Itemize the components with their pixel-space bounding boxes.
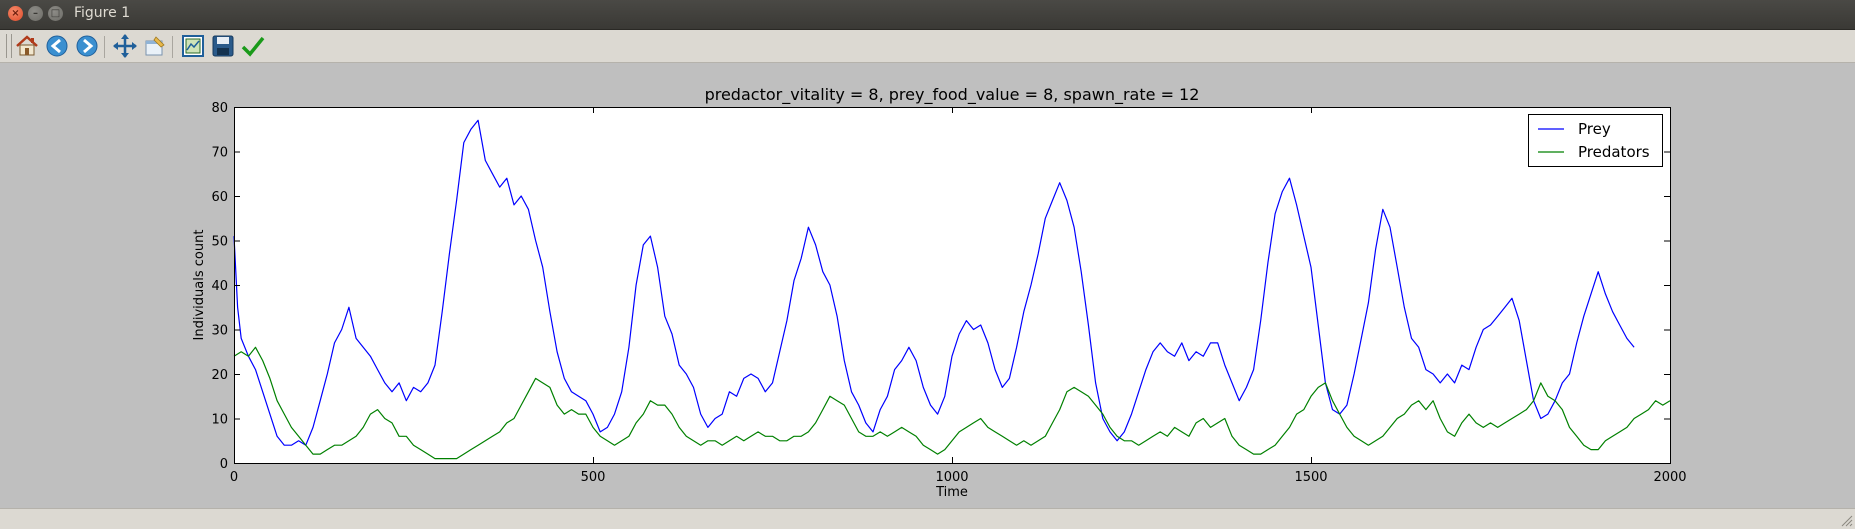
y-tick-label: 80 [211,101,228,116]
x-tick-label: 1000 [935,470,968,485]
back-button[interactable] [44,33,70,59]
pan-move-icon [113,34,137,58]
x-axis-label: Time [935,485,968,500]
resize-grip-icon[interactable] [1839,513,1853,527]
y-axis-label: Individuals count [192,230,207,341]
window-maximize-button[interactable]: □ [48,6,63,21]
window-minimize-button[interactable]: – [28,6,43,21]
home-icon [16,35,38,56]
window-close-button[interactable]: × [8,6,23,21]
edit-parameters-button[interactable] [240,33,266,59]
status-bar [0,508,1855,529]
subplots-button[interactable] [180,33,206,59]
y-tick-label: 10 [211,413,228,428]
zoom-rect-icon [145,36,165,56]
y-tick-label: 20 [211,368,228,383]
toolbar-separator [104,36,105,58]
y-tick-label: 60 [211,190,228,205]
x-tick-label: 500 [581,470,606,485]
save-floppy-icon [212,35,234,57]
legend-box [1528,114,1663,167]
toolbar-grip-handle[interactable] [6,34,12,58]
series-line-prey [233,119,1635,446]
legend: Prey Predators [1528,114,1663,167]
legend-label-predators: Predators [1578,143,1650,161]
y-tick-label: 0 [220,457,228,472]
window-titlebar: × – □ Figure 1 [0,0,1855,30]
plot-area[interactable] [234,107,1670,463]
navigation-toolbar [0,30,1855,63]
pan-button[interactable] [112,33,138,59]
forward-arrow-icon [76,35,98,57]
chart-figure: 0 500 1000 1500 2000 0 10 20 30 40 50 60 70 80 preda… [192,85,1687,500]
x-tick-label: 1500 [1294,470,1327,485]
zoom-button[interactable] [142,33,168,59]
forward-button[interactable] [74,33,100,59]
y-tick-label: 50 [211,235,228,250]
subplots-config-icon [182,35,204,57]
x-tick-label: 2000 [1653,470,1686,485]
window-title: Figure 1 [74,5,131,21]
back-arrow-icon [46,35,68,57]
toolbar-separator [172,36,173,58]
y-tick-label: 40 [211,279,228,294]
chart-title: predactor_vitality = 8, prey_food_value … [705,85,1200,105]
legend-label-prey: Prey [1578,120,1611,138]
y-tick-label: 30 [211,324,228,339]
y-tick-label: 70 [211,146,228,161]
checkmark-icon [241,36,265,57]
series-line-predators [233,346,1671,460]
x-tick-label: 0 [230,470,238,485]
home-button[interactable] [14,33,40,59]
save-button[interactable] [210,33,236,59]
